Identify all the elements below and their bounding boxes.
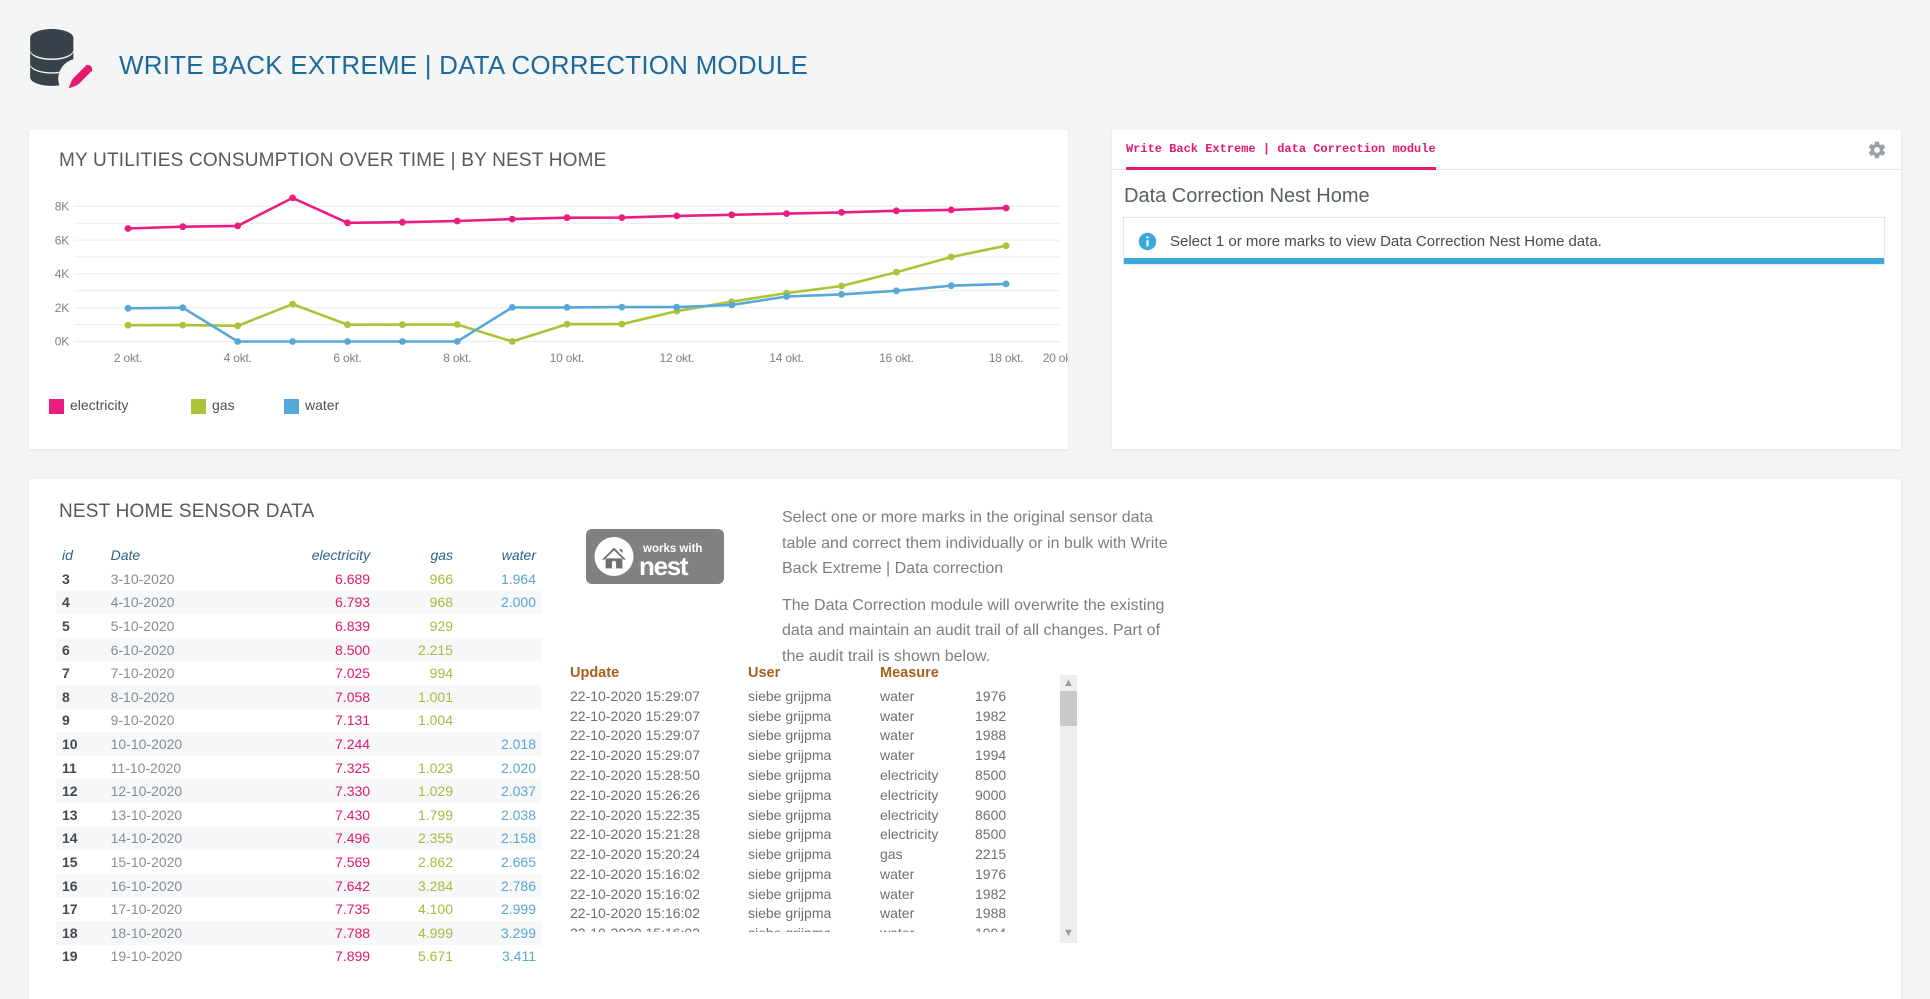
svg-text:14 okt.: 14 okt.: [769, 351, 804, 365]
svg-text:8K: 8K: [55, 200, 69, 214]
svg-text:8 okt.: 8 okt.: [443, 351, 471, 365]
svg-text:water: water: [304, 397, 340, 413]
svg-text:12 okt.: 12 okt.: [659, 351, 694, 365]
svg-text:2 okt.: 2 okt.: [114, 351, 142, 365]
svg-text:10 okt.: 10 okt.: [550, 351, 585, 365]
svg-text:0K: 0K: [55, 335, 69, 349]
svg-text:nest: nest: [639, 551, 689, 581]
svg-text:4 okt.: 4 okt.: [224, 351, 252, 365]
svg-text:2K: 2K: [55, 301, 69, 315]
svg-text:6K: 6K: [55, 233, 69, 247]
svg-text:gas: gas: [212, 397, 235, 413]
svg-text:16 okt.: 16 okt.: [879, 351, 914, 365]
svg-text:6 okt.: 6 okt.: [333, 351, 361, 365]
svg-text:20 okt.: 20 okt.: [1043, 351, 1068, 365]
svg-text:electricity: electricity: [70, 397, 128, 413]
svg-text:18 okt.: 18 okt.: [989, 351, 1024, 365]
svg-text:4K: 4K: [55, 267, 69, 281]
